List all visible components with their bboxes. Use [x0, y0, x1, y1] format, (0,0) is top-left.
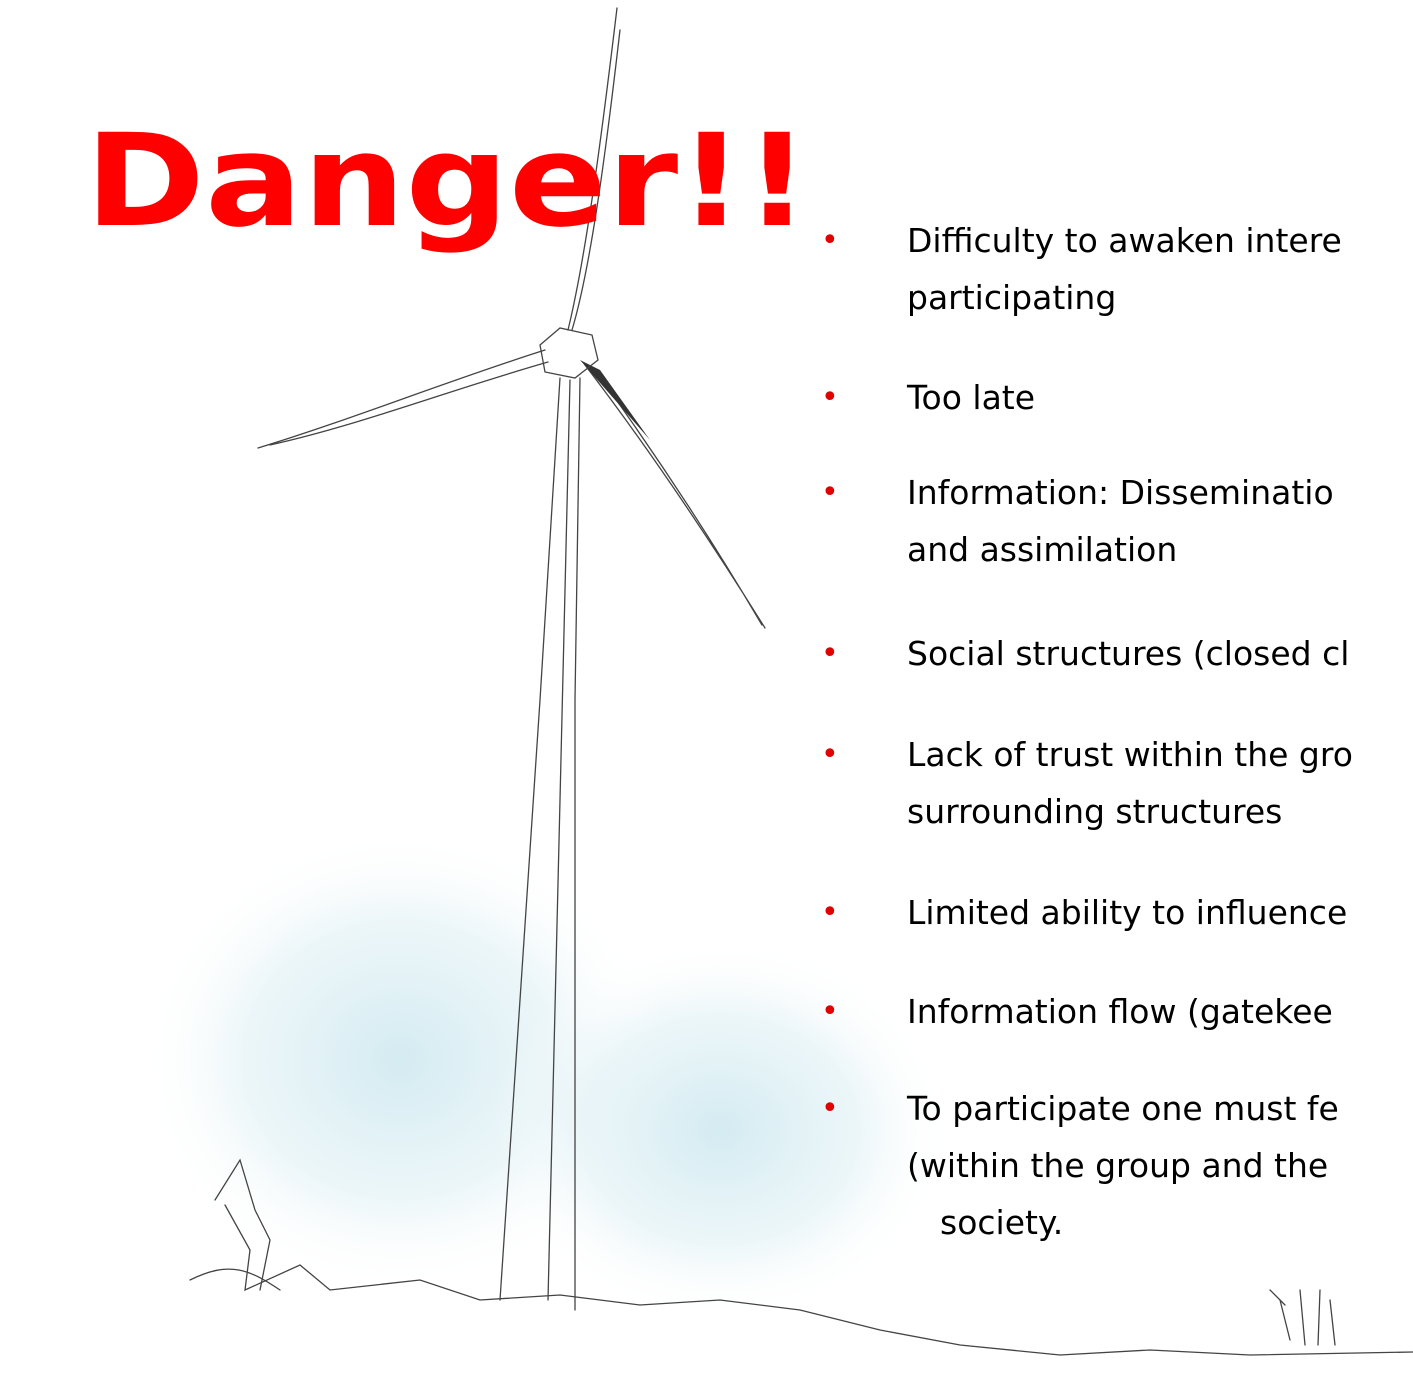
bullet-text: Information flow (gatekee: [907, 992, 1333, 1031]
bullet-text: Social structures (closed cl: [907, 634, 1349, 673]
bullet-text: Limited ability to influence: [907, 893, 1347, 932]
blade: [258, 350, 548, 448]
blade: [585, 365, 765, 628]
bullet-dot: •: [821, 994, 839, 1029]
bullet-dot: •: [821, 737, 839, 772]
bullet-dot: •: [821, 380, 839, 415]
bullet-text: surrounding structures: [907, 792, 1282, 831]
bullet-text: To participate one must fe: [906, 1089, 1339, 1128]
slide-title: Danger!!: [85, 107, 810, 256]
bullet-text: Difficulty to awaken intere: [907, 221, 1342, 260]
blade-shade: [580, 360, 650, 440]
bullet-dot: •: [821, 1091, 839, 1126]
bullet-text: Too late: [906, 378, 1035, 417]
sky-blob: [490, 940, 950, 1320]
bullet-text: Lack of trust within the gro: [907, 735, 1353, 774]
bullet-dot: •: [821, 475, 839, 510]
bullet-dot: •: [821, 223, 839, 258]
bullet-text: and assimilation: [907, 530, 1177, 569]
bullet-dot: •: [821, 895, 839, 930]
bullet-dot: •: [821, 636, 839, 671]
page: {"title": "Danger!!", "bullets": [ ["Dif…: [0, 0, 1413, 1373]
bullet-text: participating: [907, 278, 1116, 317]
slide: Danger!! • Difficulty to awaken intere par…: [0, 0, 1413, 1373]
bullet-text: (within the group and the: [907, 1146, 1328, 1185]
figures: [1270, 1290, 1335, 1345]
bullet-text: Information: Disseminatio: [907, 473, 1334, 512]
bullet-text: society.: [940, 1203, 1063, 1242]
